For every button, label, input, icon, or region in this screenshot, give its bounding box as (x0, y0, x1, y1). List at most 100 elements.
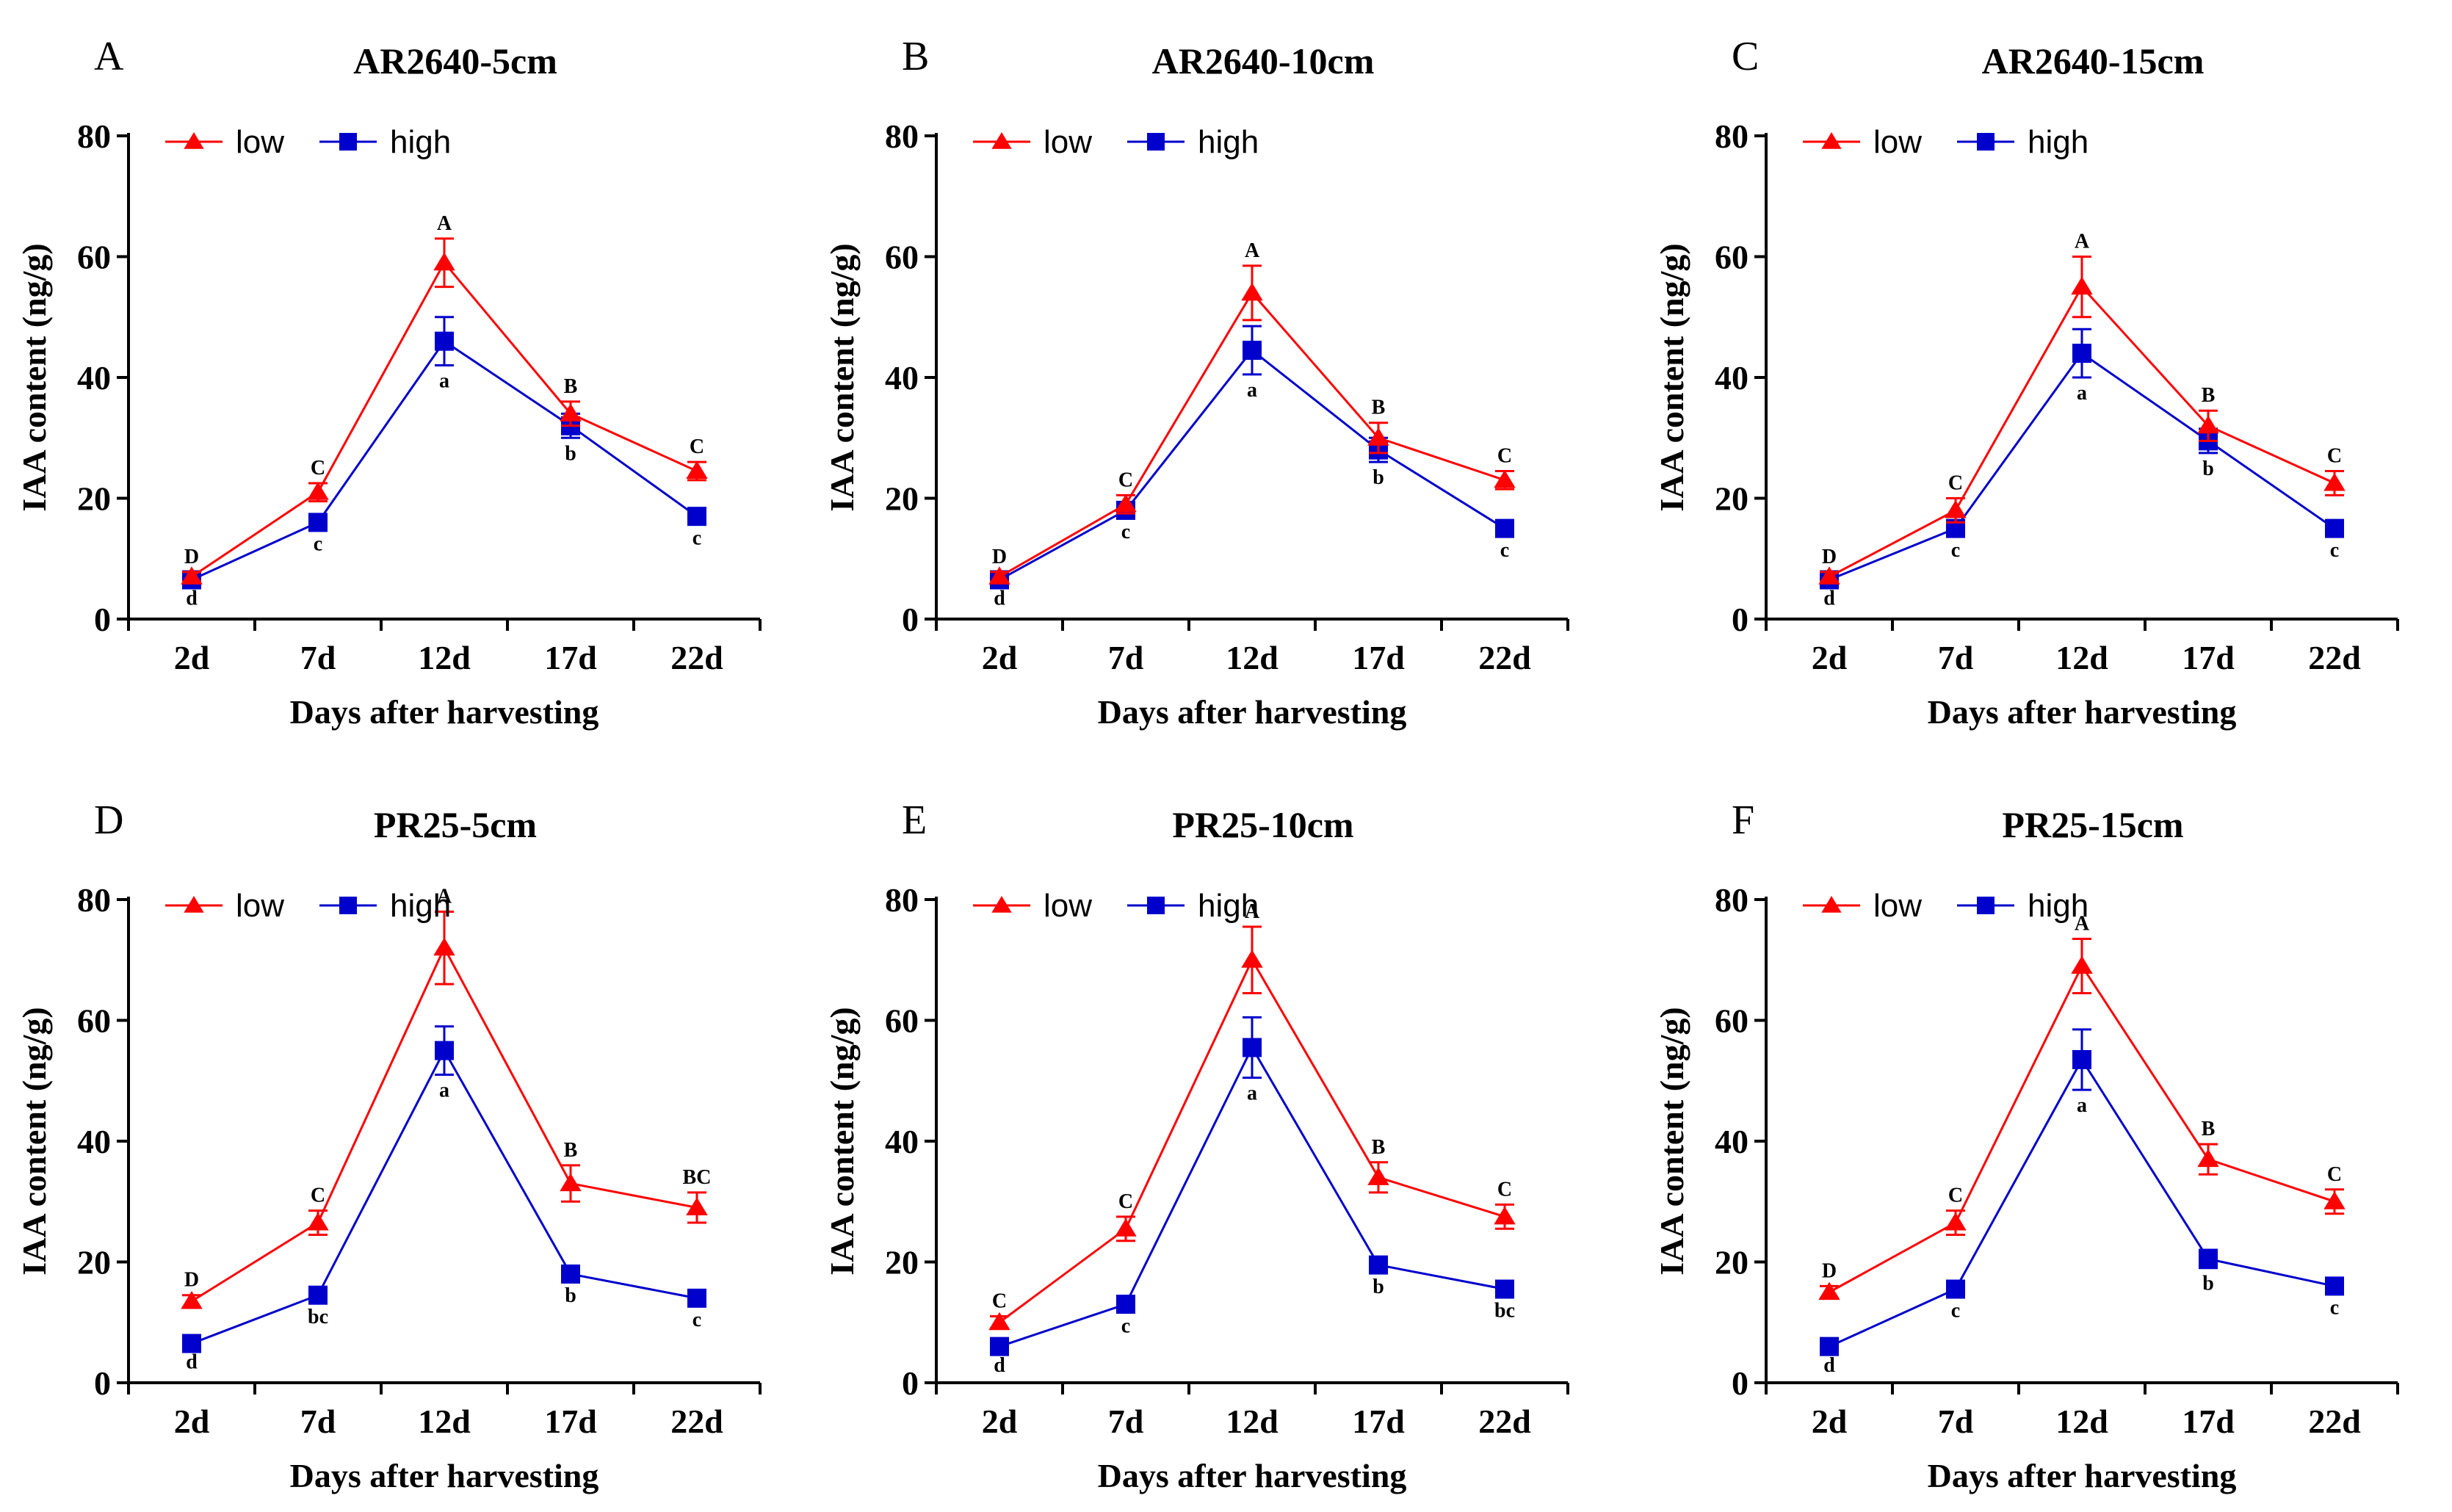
y-tick-label: 80 (1715, 117, 1748, 155)
x-axis-title: Days after harvesting (1098, 693, 1407, 731)
legend-label-low: low (236, 124, 284, 160)
significance-label: c (692, 1309, 701, 1331)
y-tick-label: 0 (1732, 601, 1748, 638)
data-point-low (1818, 1281, 1840, 1301)
data-point-high (308, 513, 328, 532)
y-tick-label: 40 (885, 1123, 919, 1160)
significance-label: d (994, 587, 1005, 610)
data-point-high (2072, 1049, 2091, 1069)
significance-label: b (565, 442, 576, 465)
chart-title: AR2640-10cm (1152, 40, 1375, 82)
x-tick-label: 7d (1938, 1403, 1974, 1440)
x-tick-label: 17d (2182, 639, 2235, 676)
series-low: D C A B C (1818, 912, 2346, 1301)
y-tick-label: 60 (77, 1002, 111, 1040)
significance-label: D (1822, 1259, 1837, 1282)
legend-label-low: low (1873, 888, 1922, 924)
data-point-low (1115, 493, 1137, 513)
significance-label: c (2330, 1297, 2339, 1320)
data-point-low (1494, 469, 1516, 488)
significance-label: bc (1494, 1300, 1515, 1323)
data-point-low (433, 937, 455, 956)
x-tick-label: 7d (300, 639, 336, 676)
significance-label: BC (683, 1166, 712, 1189)
data-point-low (686, 1197, 708, 1215)
chart-panel-b: B AR2640-10cm 0 20 40 60 80 2d 7d 12d 17d 22d Days a… (823, 34, 1569, 731)
y-tick-label: 80 (885, 881, 919, 919)
data-point-high (1369, 1255, 1388, 1275)
series-high: d c a b c (182, 316, 706, 610)
x-tick-label: 2d (174, 639, 210, 676)
legend-marker-high (1977, 133, 1994, 151)
chart-title: PR25-10cm (1172, 804, 1353, 845)
data-point-low (181, 1290, 203, 1309)
data-point-high (1495, 1279, 1514, 1299)
x-tick-label: 22d (2308, 639, 2361, 676)
chart-panel-a: A AR2640-5cm 0 20 40 60 80 2d 7d 12d 17d 22d Days af… (15, 34, 762, 731)
series-line-low (999, 958, 1505, 1323)
chart-title: PR25-15cm (2002, 804, 2183, 845)
x-tick-label: 12d (418, 1403, 471, 1440)
legend-marker-low (1821, 896, 1842, 913)
x-axis-title: Days after harvesting (1928, 1457, 2237, 1494)
legend-marker-high (1147, 897, 1165, 914)
chart-panel-c: C AR2640-15cm 0 20 40 60 80 2d 7d 12d 17d 22d Days a… (1653, 34, 2399, 731)
series-line-low (1829, 963, 2335, 1293)
data-point-high (1116, 1295, 1135, 1314)
y-axis-title: IAA content (ng/g) (15, 243, 53, 511)
data-point-low (2323, 1191, 2346, 1209)
significance-label: c (1951, 539, 1960, 562)
y-tick-label: 80 (1715, 881, 1748, 919)
x-axis-title: Days after harvesting (290, 693, 599, 731)
significance-label: C (2327, 444, 2342, 467)
data-point-high (687, 507, 706, 527)
chart-panel-f: F PR25-15cm 0 20 40 60 80 2d 7d 12d 17d 22d Days aft… (1653, 797, 2399, 1494)
legend: low high (165, 124, 451, 160)
chart-panel-e: E PR25-10cm 0 20 40 60 80 2d 7d 12d 17d 22d Days aft… (823, 797, 1569, 1494)
significance-label: C (1497, 444, 1512, 467)
data-point-low (307, 1212, 329, 1231)
legend-label-low: low (1873, 124, 1922, 160)
significance-label: b (1373, 1276, 1384, 1298)
significance-label: D (184, 1269, 199, 1292)
significance-label: a (2077, 382, 2087, 405)
significance-label: C (1497, 1178, 1512, 1201)
significance-label: A (437, 885, 452, 908)
legend-marker-low (184, 132, 204, 149)
x-axis-title: Days after harvesting (290, 1457, 599, 1494)
data-point-low (1494, 1206, 1516, 1225)
data-point-low (560, 1173, 582, 1192)
x-tick-label: 7d (300, 1403, 336, 1440)
data-point-high (182, 1334, 201, 1353)
legend-marker-low (991, 132, 1012, 149)
significance-label: A (437, 212, 452, 235)
series-high: d c a b c (1820, 1028, 2344, 1377)
series-line-low (191, 945, 698, 1303)
significance-label: c (1121, 521, 1130, 543)
y-tick-label: 20 (1715, 480, 1748, 518)
y-tick-label: 20 (885, 480, 919, 518)
data-point-high (308, 1285, 328, 1305)
series-low: D C A B C (988, 239, 1516, 585)
significance-label: C (2327, 1163, 2342, 1186)
significance-label: c (1121, 1314, 1130, 1337)
significance-label: C (690, 435, 704, 458)
y-axis-title: IAA content (ng/g) (15, 1007, 53, 1275)
significance-label: B (564, 1139, 578, 1162)
data-point-low (1818, 566, 1840, 585)
y-tick-label: 20 (77, 480, 111, 518)
series-low: D C A B C (181, 212, 708, 585)
significance-label: a (1247, 379, 1257, 402)
legend-label-low: low (1044, 888, 1092, 924)
x-tick-label: 22d (1478, 639, 1531, 676)
x-tick-label: 12d (1226, 1403, 1279, 1440)
x-tick-label: 2d (174, 1403, 210, 1440)
data-point-high (1243, 340, 1262, 360)
data-point-high (2325, 1276, 2344, 1296)
data-point-high (435, 331, 454, 351)
y-tick-label: 80 (77, 881, 111, 919)
significance-label: A (2075, 231, 2090, 253)
data-point-low (181, 566, 203, 585)
significance-label: A (1245, 900, 1260, 923)
significance-label: c (2330, 539, 2339, 562)
